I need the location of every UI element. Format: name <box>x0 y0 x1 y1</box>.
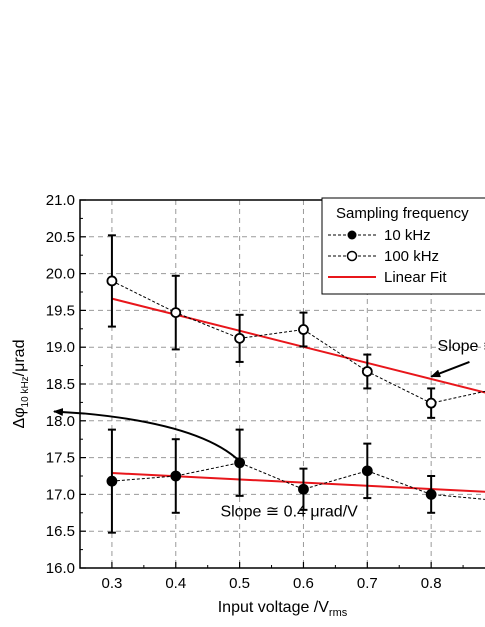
data-point-10-khz <box>425 488 437 500</box>
legend-title: Sampling frequency <box>336 205 469 222</box>
y-tick-label: 19.0 <box>46 339 75 356</box>
annotations: Slope ≅ 2 μ Slope ≅ 0.4 μrad/V <box>53 338 485 520</box>
data-point-10-khz <box>106 475 118 487</box>
annotation-arrow-10khz <box>53 408 241 463</box>
y-tick-label: 17.5 <box>46 450 75 467</box>
y-axis-label-sub: 10 kHz <box>20 376 31 407</box>
x-tick-label: 0.5 <box>229 575 250 592</box>
annotation-slope-100khz: Slope ≅ 2 μ <box>438 338 485 355</box>
series-line-100-khz <box>111 280 485 404</box>
x-tick-label: 0.4 <box>165 575 186 592</box>
y-tick-label: 18.5 <box>46 376 75 393</box>
legend-marker-10khz <box>347 230 357 240</box>
data-point-100-khz <box>361 366 373 377</box>
x-tick-label: 0.3 <box>101 575 122 592</box>
legend-label-100khz: 100 kHz <box>384 248 439 265</box>
data-point-10-khz <box>170 470 182 482</box>
y-axis-label-main: Δφ <box>11 407 28 428</box>
y-tick-label: 16.5 <box>46 523 75 540</box>
y-tick-label: 19.5 <box>46 302 75 319</box>
legend-label-10khz: 10 kHz <box>384 227 431 244</box>
x-axis-label-main: Input voltage /V <box>218 599 330 616</box>
data-series <box>106 234 485 534</box>
axis-ticks: 0.30.40.50.60.70.80.16.016.517.017.518.0… <box>46 192 464 592</box>
x-tick-label: 0.8 <box>421 575 442 592</box>
legend-marker-100khz <box>346 250 358 262</box>
data-point-100-khz <box>170 307 182 319</box>
legend-label-linear-fit: Linear Fit <box>384 269 447 286</box>
y-tick-label: 20.5 <box>46 229 75 246</box>
data-point-100-khz <box>106 275 118 287</box>
x-axis-label-sub: rms <box>329 607 348 619</box>
y-axis-label-unit: /μrad <box>11 340 28 377</box>
data-point-10-khz <box>298 483 309 495</box>
y-tick-label: 20.0 <box>46 266 75 283</box>
legend: Sampling frequency 10 kHz 100 kHz Linear… <box>321 197 485 295</box>
annotation-slope-10khz: Slope ≅ 0.4 μrad/V <box>220 503 358 520</box>
annotation-arrow-100khz <box>430 360 470 378</box>
x-tick-label: 0.6 <box>293 575 314 592</box>
y-axis-label: Δφ10 kHz/μrad <box>11 340 31 429</box>
x-tick-label: 0.7 <box>357 575 378 592</box>
data-point-100-khz <box>234 332 246 344</box>
y-tick-label: 18.0 <box>46 413 75 430</box>
y-tick-label: 16.0 <box>46 560 75 577</box>
y-tick-label: 21.0 <box>46 192 75 209</box>
y-tick-label: 17.0 <box>46 486 75 503</box>
data-point-100-khz <box>298 324 309 335</box>
x-axis-label: Input voltage /Vrms <box>218 599 348 619</box>
data-point-10-khz <box>361 465 373 477</box>
data-point-100-khz <box>425 397 437 409</box>
